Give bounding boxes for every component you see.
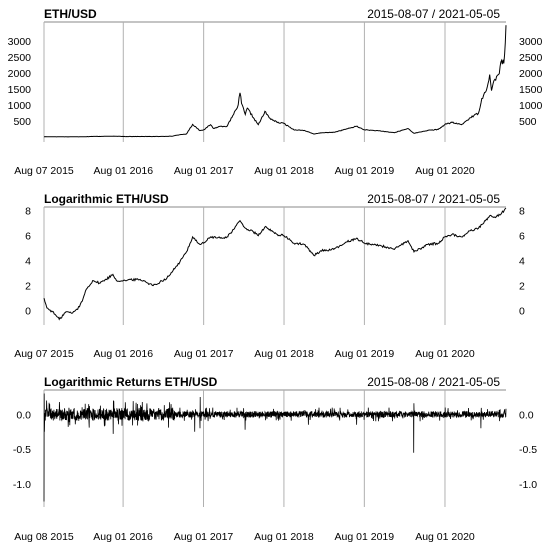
y-tick-label: 2000 — [519, 68, 543, 80]
y-tick-label: 500 — [13, 116, 31, 128]
y-tick-label: -0.5 — [519, 444, 537, 456]
y-axis-right: 0 2 4 6 8 — [519, 206, 525, 318]
x-axis: Aug 07 2015 Aug 01 2016 Aug 01 2017 Aug 01 … — [14, 348, 475, 360]
grid-lines — [43, 206, 506, 325]
x-tick-label: Aug 01 2018 — [254, 531, 314, 543]
y-tick-label: 1500 — [519, 84, 543, 96]
y-tick-label: 0.0 — [519, 409, 534, 421]
x-tick-label: Aug 01 2017 — [174, 348, 234, 360]
y-tick-label: 2500 — [519, 52, 543, 64]
x-tick-label: Aug 08 2015 — [14, 531, 74, 543]
y-tick-label: -1.0 — [519, 479, 537, 491]
y-tick-label: 2 — [25, 281, 31, 293]
y-tick-label: 2000 — [8, 68, 32, 80]
series-line-log-eth-usd — [43, 207, 507, 321]
x-tick-label: Aug 01 2018 — [254, 348, 314, 360]
y-tick-label: 0.0 — [16, 409, 31, 421]
x-tick-label: Aug 01 2020 — [415, 348, 475, 360]
x-tick-label: Aug 07 2015 — [14, 165, 74, 177]
x-tick-label: Aug 01 2020 — [415, 531, 475, 543]
y-axis-left: -1.0 -0.5 0.0 — [13, 409, 31, 491]
chart-panel-price: ETH/USD 2015-08-07 / 2021-05-05 500 1000 1… — [8, 7, 543, 177]
y-tick-label: 6 — [25, 231, 31, 243]
series-line-log-returns — [43, 393, 507, 502]
chart-panel-log-returns: Logarithmic Returns ETH/USD 2015-08-08 /… — [13, 375, 537, 543]
grid-lines — [43, 21, 506, 142]
y-tick-label: 8 — [25, 206, 31, 218]
y-axis-right: 500 1000 1500 2000 2500 3000 — [519, 36, 543, 128]
y-tick-label: 6 — [519, 231, 525, 243]
y-tick-label: 500 — [519, 116, 537, 128]
x-axis: Aug 08 2015 Aug 01 2016 Aug 01 2017 Aug 01 … — [14, 531, 475, 543]
x-axis: Aug 07 2015 Aug 01 2016 Aug 01 2017 Aug 01 … — [14, 165, 475, 177]
chart-title-log-price: Logarithmic ETH/USD — [44, 192, 169, 206]
y-tick-label: 1500 — [8, 84, 32, 96]
x-tick-label: Aug 07 2015 — [14, 348, 74, 360]
x-tick-label: Aug 01 2018 — [254, 165, 314, 177]
chart-title-log-returns: Logarithmic Returns ETH/USD — [44, 375, 218, 389]
x-tick-label: Aug 01 2016 — [93, 348, 153, 360]
y-tick-label: 2 — [519, 281, 525, 293]
y-tick-label: -1.0 — [13, 479, 31, 491]
date-range-log-returns: 2015-08-08 / 2021-05-05 — [367, 375, 500, 389]
x-tick-label: Aug 01 2020 — [415, 165, 475, 177]
chart-panel-log-price: Logarithmic ETH/USD 2015-08-07 / 2021-05… — [14, 192, 525, 360]
x-tick-label: Aug 01 2017 — [174, 531, 234, 543]
series-line-eth-usd — [43, 25, 507, 138]
chart-title-price: ETH/USD — [44, 7, 97, 21]
y-tick-label: 8 — [519, 206, 525, 218]
y-axis-left: 500 1000 1500 2000 2500 3000 — [8, 36, 32, 128]
y-tick-label: 4 — [25, 256, 31, 268]
x-tick-label: Aug 01 2017 — [174, 165, 234, 177]
x-tick-label: Aug 01 2016 — [93, 165, 153, 177]
date-range-log-price: 2015-08-07 / 2021-05-05 — [367, 192, 500, 206]
y-tick-label: 3000 — [8, 36, 32, 48]
y-tick-label: 0 — [25, 306, 31, 318]
y-tick-label: 0 — [519, 306, 525, 318]
y-tick-label: 1000 — [519, 100, 543, 112]
x-tick-label: Aug 01 2019 — [335, 165, 395, 177]
date-range-price: 2015-08-07 / 2021-05-05 — [367, 7, 500, 21]
y-tick-label: 2500 — [8, 52, 32, 64]
y-axis-right: -1.0 -0.5 0.0 — [519, 409, 537, 491]
y-tick-label: 4 — [519, 256, 525, 268]
y-axis-left: 0 2 4 6 8 — [25, 206, 31, 318]
y-tick-label: 3000 — [519, 36, 543, 48]
x-tick-label: Aug 01 2019 — [335, 531, 395, 543]
x-tick-label: Aug 01 2016 — [93, 531, 153, 543]
y-tick-label: -0.5 — [13, 444, 31, 456]
x-tick-label: Aug 01 2019 — [335, 348, 395, 360]
y-tick-label: 1000 — [8, 100, 32, 112]
